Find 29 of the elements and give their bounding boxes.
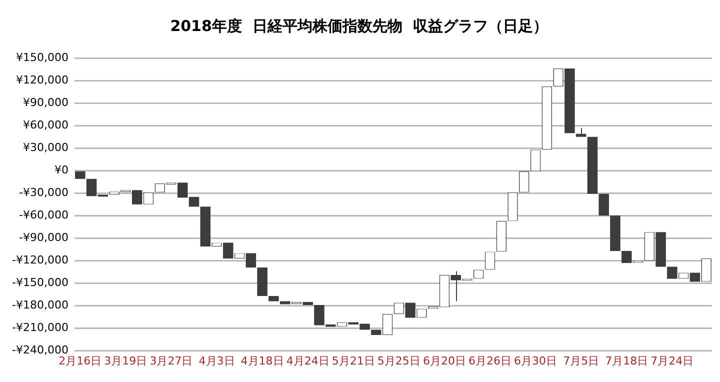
y-tick-label: ¥150,000 bbox=[16, 50, 68, 64]
x-tick-label: 3月19日 bbox=[104, 354, 148, 368]
x-tick-label: 5月21日 bbox=[332, 354, 375, 368]
x-tick-label: 5月25日 bbox=[377, 354, 420, 368]
y-tick-label: -¥240,000 bbox=[12, 344, 68, 357]
x-tick-label: 6月20日 bbox=[422, 354, 466, 368]
x-tick-label: 4月18日 bbox=[240, 354, 284, 368]
x-tick-label: 7月24日 bbox=[650, 354, 694, 368]
x-tick-label: 4月24日 bbox=[286, 354, 330, 368]
y-tick-label: ¥30,000 bbox=[22, 140, 68, 154]
y-tick-label: ¥90,000 bbox=[22, 96, 68, 109]
x-tick-label: 7月5日 bbox=[563, 354, 600, 368]
y-tick-label: -¥60,000 bbox=[18, 208, 68, 222]
x-tick-label: 7月18日 bbox=[605, 354, 648, 368]
y-tick-label: ¥0 bbox=[54, 163, 68, 176]
x-tick-label: 6月26日 bbox=[468, 354, 512, 368]
y-tick-label: -¥30,000 bbox=[18, 186, 68, 199]
y-tick-label: -¥90,000 bbox=[18, 231, 68, 244]
x-tick-label: 6月30日 bbox=[514, 354, 558, 368]
x-tick-label: 3月27日 bbox=[150, 354, 193, 368]
y-tick-label: -¥120,000 bbox=[12, 254, 68, 267]
y-tick-label: -¥210,000 bbox=[12, 321, 68, 334]
x-tick-label: 2月16日 bbox=[58, 354, 102, 368]
y-tick-label: ¥60,000 bbox=[22, 118, 68, 132]
y-tick-label: ¥120,000 bbox=[16, 73, 68, 86]
y-tick-label: -¥150,000 bbox=[12, 276, 68, 290]
y-tick-label: -¥180,000 bbox=[12, 298, 68, 312]
x-tick-label: 4月3日 bbox=[198, 354, 235, 368]
chart-title: 2018年度 日経平均株価指数先物 収益グラフ（日足） bbox=[170, 16, 548, 35]
